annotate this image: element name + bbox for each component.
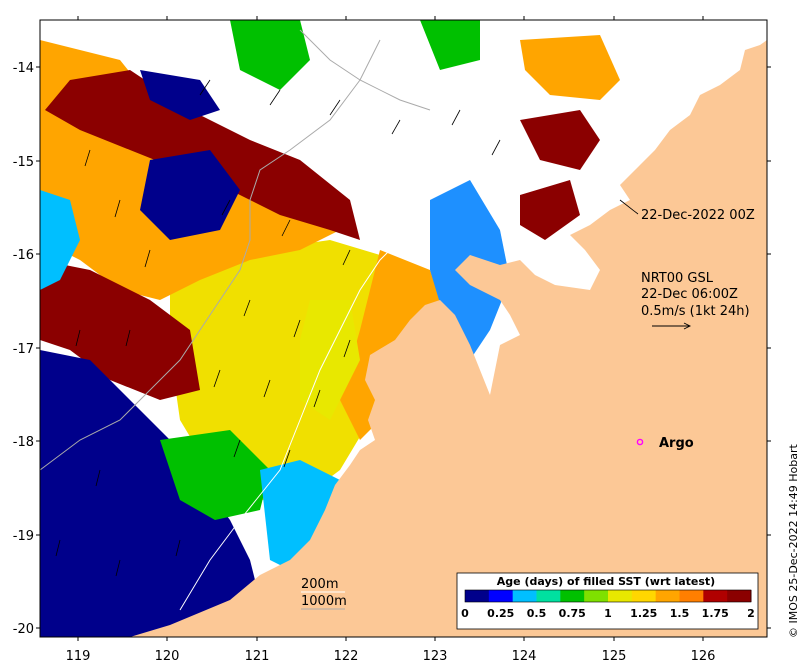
contour-200m (179, 239, 401, 611)
colorbar-swatch (488, 590, 514, 602)
y-tick-label: -15 (13, 155, 34, 170)
region-darkred-west (40, 260, 200, 400)
map-plot-area (40, 20, 767, 637)
colorbar-swatch (679, 590, 704, 602)
y-tick-label: -19 (13, 529, 34, 544)
colorbar-tick: 0.25 (487, 607, 514, 620)
region-yellow-coast (300, 300, 360, 420)
colorbar-swatch (631, 590, 657, 602)
plot-frame (39, 19, 768, 638)
x-tick-label: 124 (512, 649, 537, 664)
colorbar-swatch (727, 590, 752, 602)
region-navy-southwest (40, 350, 260, 637)
x-axis: 119 120 121 122 123 124 125 126 (66, 16, 716, 664)
y-tick-label: -17 (13, 342, 34, 357)
colorbar-tick: 0.5 (527, 607, 547, 620)
colorbar-tick: 1.5 (670, 607, 690, 620)
colorbar-tick: 2 (747, 607, 755, 620)
time-label: 22-Dec-2022 00Z (641, 208, 755, 223)
region-green-south (160, 430, 270, 520)
colorbar-title: Age (days) of filled SST (wrt latest) (497, 575, 715, 588)
y-axis: -14 -15 -16 -17 -18 -19 -20 (13, 61, 771, 637)
colorbar-swatch (536, 590, 561, 602)
current-title: NRT00 GSL (641, 271, 714, 286)
current-scale-arrow (652, 322, 692, 330)
depth-200-label: 200m (301, 577, 338, 592)
colorbar-swatch (608, 590, 633, 602)
y-tick-label: -16 (13, 248, 34, 263)
colorbar-tick: 1.75 (702, 607, 729, 620)
colorbar-ramp (465, 590, 752, 602)
colorbar-swatch (584, 590, 609, 602)
argo-label: Argo (659, 436, 694, 451)
colorbar: Age (days) of filled SST (wrt latest) 0 … (456, 572, 759, 630)
land-australia (130, 20, 767, 637)
colorbar-swatch (655, 590, 680, 602)
colorbar-swatch (465, 590, 490, 602)
colorbar-swatch (512, 590, 537, 602)
colorbar-swatch (560, 590, 585, 602)
region-cyan-west (40, 190, 80, 290)
colorbar-tick: 1 (604, 607, 612, 620)
x-tick-label: 119 (66, 649, 91, 664)
time-label-leader (619, 199, 639, 215)
colorbar-tick: 0.75 (559, 607, 586, 620)
region-navy-patches (140, 150, 240, 240)
y-tick-label: -20 (13, 622, 34, 637)
colorbar-swatch (703, 590, 728, 602)
x-tick-label: 122 (334, 649, 359, 664)
region-cyan-coastal (260, 460, 340, 570)
colorbar-ramp-frame (464, 589, 752, 603)
region-darkred-east (520, 180, 580, 240)
colorbar-tick: 0 (461, 607, 469, 620)
x-tick-label: 121 (245, 649, 270, 664)
y-tick-label: -18 (13, 435, 34, 450)
contour-1000m-north (299, 29, 431, 111)
argo-marker (636, 438, 644, 446)
contour-1000m (40, 39, 381, 471)
x-tick-label: 125 (602, 649, 627, 664)
region-orange-north (520, 35, 620, 100)
x-tick-label: 123 (423, 649, 448, 664)
y-tick-label: -14 (13, 61, 34, 76)
current-scale: 0.5m/s (1kt 24h) (641, 304, 750, 319)
credit-text: © IMOS 25-Dec-2022 14:49 Hobart (787, 443, 800, 638)
x-tick-label: 120 (155, 649, 180, 664)
colorbar-tick: 1.25 (630, 607, 657, 620)
region-navy-north (140, 70, 220, 120)
region-darkred-northeast (520, 110, 600, 170)
x-tick-label: 126 (691, 649, 716, 664)
region-green-northeast (420, 20, 480, 70)
current-time: 22-Dec 06:00Z (641, 287, 738, 302)
region-green-northwest (230, 20, 310, 90)
current-vectors (55, 79, 501, 577)
depth-1000-label: 1000m (301, 594, 347, 609)
